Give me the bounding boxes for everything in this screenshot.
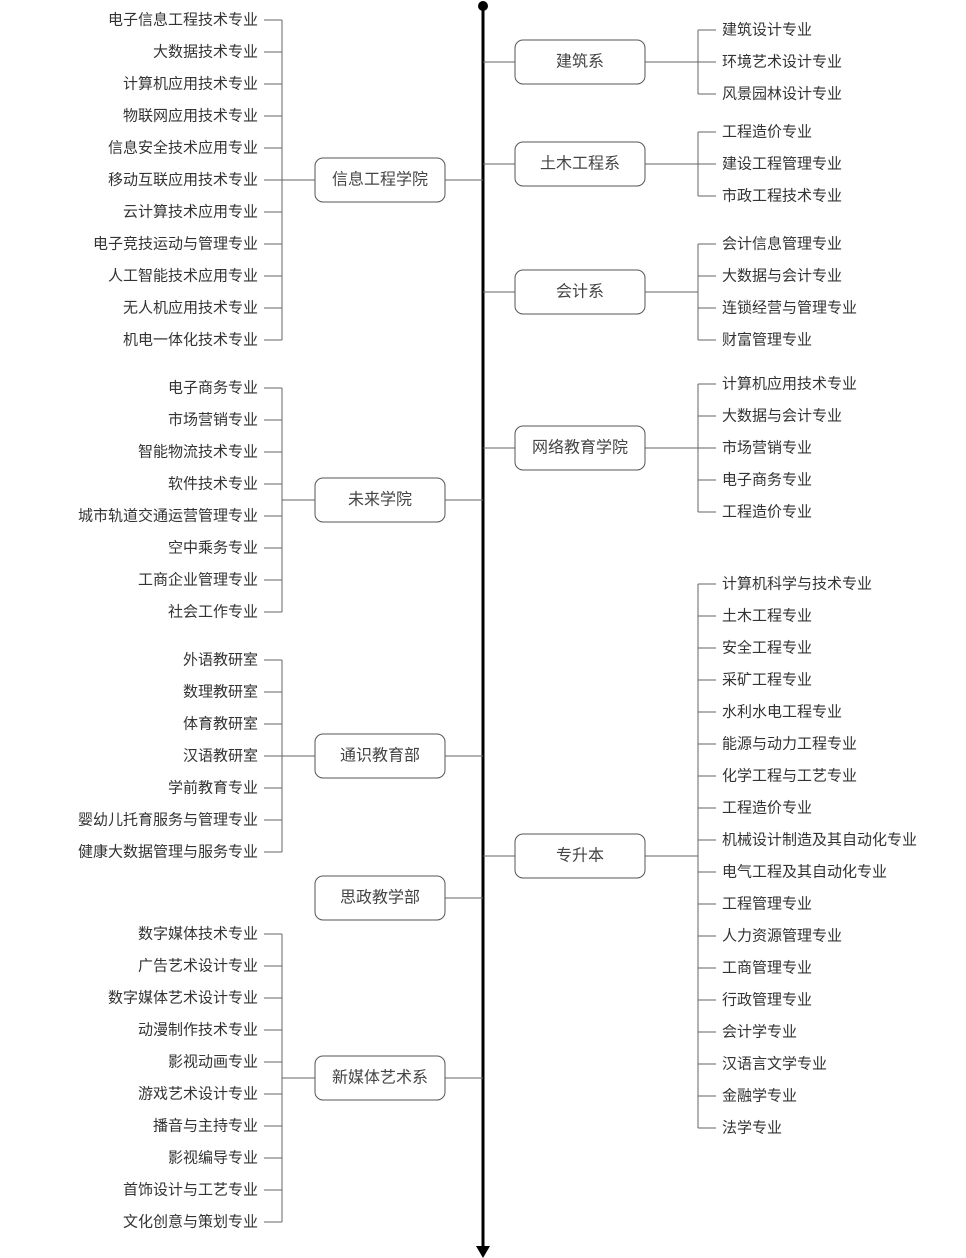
dept-label-right-1: 土木工程系 — [540, 155, 620, 173]
leaf-left-1-6: 工商企业管理专业 — [138, 570, 258, 588]
org-chart-svg: 信息工程学院电子信息工程技术专业大数据技术专业计算机应用技术专业物联网应用技术专… — [0, 0, 966, 1258]
leaf-right-3-2: 市场营销专业 — [722, 439, 812, 456]
leaf-right-4-6: 化学工程与工艺专业 — [722, 767, 857, 784]
leaf-right-2-3: 财富管理专业 — [722, 330, 812, 348]
leaf-right-4-11: 人力资源管理专业 — [722, 927, 842, 944]
leaf-right-4-13: 行政管理专业 — [722, 991, 812, 1008]
leaf-left-1-7: 社会工作专业 — [168, 603, 258, 620]
leaf-left-4-9: 文化创意与策划专业 — [123, 1212, 258, 1230]
dept-label-right-3: 网络教育学院 — [532, 438, 628, 457]
leaf-right-4-14: 会计学专业 — [722, 1023, 797, 1040]
leaf-left-4-5: 游戏艺术设计专业 — [138, 1085, 258, 1102]
leaf-right-3-0: 计算机应用技术专业 — [722, 374, 857, 392]
leaf-left-0-1: 大数据技术专业 — [153, 43, 258, 60]
leaf-left-4-1: 广告艺术设计专业 — [138, 957, 258, 974]
leaf-right-4-8: 机械设计制造及其自动化专业 — [722, 831, 917, 848]
leaf-right-4-1: 土木工程专业 — [722, 607, 812, 624]
dept-label-left-0: 信息工程学院 — [332, 171, 428, 189]
leaf-left-0-6: 云计算技术应用专业 — [123, 202, 258, 220]
leaf-right-4-5: 能源与动力工程专业 — [722, 735, 857, 752]
leaf-right-4-16: 金融学专业 — [722, 1087, 797, 1104]
leaf-right-1-1: 建设工程管理专业 — [722, 155, 842, 172]
leaf-left-2-3: 汉语教研室 — [183, 747, 258, 764]
leaf-right-2-2: 连锁经营与管理专业 — [722, 299, 857, 316]
leaf-right-4-4: 水利水电工程专业 — [722, 703, 842, 720]
leaf-left-0-8: 人工智能技术应用专业 — [108, 266, 258, 284]
leaf-right-4-17: 法学专业 — [722, 1119, 782, 1136]
leaf-left-1-4: 城市轨道交通运营管理专业 — [78, 506, 258, 524]
leaf-left-4-7: 影视编导专业 — [168, 1149, 258, 1166]
leaf-left-1-1: 市场营销专业 — [168, 411, 258, 428]
leaf-left-0-0: 电子信息工程技术专业 — [108, 11, 258, 28]
leaf-right-0-2: 风景园林设计专业 — [722, 85, 842, 102]
leaf-left-4-6: 播音与主持专业 — [153, 1117, 258, 1134]
dept-label-right-2: 会计系 — [556, 283, 604, 301]
leaf-right-4-15: 汉语言文学专业 — [722, 1055, 827, 1072]
leaf-right-4-2: 安全工程专业 — [722, 638, 812, 656]
leaf-right-4-9: 电气工程及其自动化专业 — [722, 863, 887, 880]
dept-label-left-3: 思政教学部 — [340, 889, 420, 907]
leaf-right-4-0: 计算机科学与技术专业 — [722, 574, 872, 592]
leaf-right-4-7: 工程造价专业 — [722, 799, 812, 816]
dept-label-right-0: 建筑系 — [556, 53, 604, 71]
leaf-left-0-4: 信息安全技术应用专业 — [108, 138, 258, 156]
leaf-left-1-5: 空中乘务专业 — [168, 539, 258, 556]
leaf-right-2-1: 大数据与会计专业 — [722, 267, 842, 284]
leaf-right-3-3: 电子商务专业 — [722, 471, 812, 488]
leaf-left-4-3: 动漫制作技术专业 — [138, 1021, 258, 1038]
leaf-left-0-2: 计算机应用技术专业 — [123, 74, 258, 92]
leaf-left-1-0: 电子商务专业 — [168, 379, 258, 396]
leaf-right-3-1: 大数据与会计专业 — [722, 407, 842, 424]
leaf-left-0-10: 机电一体化技术专业 — [123, 331, 258, 348]
leaf-left-0-9: 无人机应用技术专业 — [123, 298, 258, 316]
leaf-left-2-6: 健康大数据管理与服务专业 — [78, 843, 258, 860]
dept-label-left-2: 通识教育部 — [340, 747, 420, 765]
leaf-left-2-1: 数理教研室 — [183, 683, 258, 700]
leaf-left-2-4: 学前教育专业 — [168, 779, 258, 796]
leaf-right-4-3: 采矿工程专业 — [722, 671, 812, 688]
leaf-right-1-0: 工程造价专业 — [722, 123, 812, 140]
leaf-right-0-0: 建筑设计专业 — [722, 21, 812, 38]
leaf-left-4-8: 首饰设计与工艺专业 — [123, 1181, 258, 1198]
leaf-right-4-10: 工程管理专业 — [722, 895, 812, 912]
leaf-left-4-2: 数字媒体艺术设计专业 — [108, 989, 258, 1006]
leaf-left-1-3: 软件技术专业 — [168, 475, 258, 492]
leaf-right-3-4: 工程造价专业 — [722, 503, 812, 520]
dept-label-left-4: 新媒体艺术系 — [332, 1069, 428, 1087]
leaf-left-2-2: 体育教研室 — [183, 715, 258, 732]
leaf-left-0-7: 电子竞技运动与管理专业 — [93, 234, 258, 252]
dept-label-right-4: 专升本 — [556, 847, 604, 865]
leaf-left-1-2: 智能物流技术专业 — [138, 442, 258, 460]
leaf-right-2-0: 会计信息管理专业 — [722, 235, 842, 252]
leaf-left-0-3: 物联网应用技术专业 — [123, 106, 258, 124]
leaf-left-4-0: 数字媒体技术专业 — [138, 925, 258, 942]
leaf-left-4-4: 影视动画专业 — [168, 1053, 258, 1070]
leaf-left-2-5: 婴幼儿托育服务与管理专业 — [78, 811, 258, 828]
org-chart-container: 信息工程学院电子信息工程技术专业大数据技术专业计算机应用技术专业物联网应用技术专… — [0, 0, 966, 1258]
leaf-left-0-5: 移动互联应用技术专业 — [108, 170, 258, 188]
center-axis-top-dot — [478, 1, 488, 11]
leaf-right-1-2: 市政工程技术专业 — [722, 187, 842, 204]
leaf-right-4-12: 工商管理专业 — [722, 959, 812, 976]
dept-label-left-1: 未来学院 — [348, 491, 412, 509]
leaf-right-0-1: 环境艺术设计专业 — [722, 52, 842, 70]
leaf-left-2-0: 外语教研室 — [183, 651, 258, 668]
center-axis-arrow — [476, 1246, 490, 1258]
